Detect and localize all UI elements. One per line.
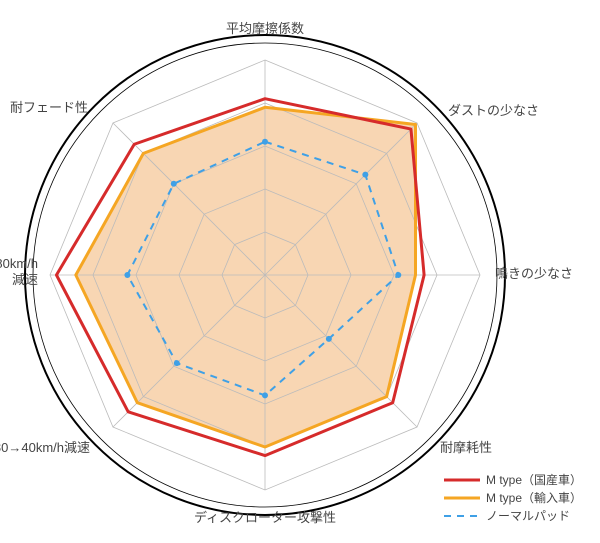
legend-label: M type（輸入車） xyxy=(486,490,582,505)
series-marker xyxy=(171,181,177,187)
axis-label: ディスクローター攻撃性 xyxy=(194,510,336,525)
axis-label: 鳴きの少なさ xyxy=(495,266,573,281)
series-marker xyxy=(124,272,130,278)
series-marker xyxy=(262,392,268,398)
series-marker xyxy=(262,139,268,145)
series-marker xyxy=(174,360,180,366)
axis-label: 耐摩耗性 xyxy=(440,440,492,455)
radar-chart-container: 平均摩擦係数ダストの少なさ鳴きの少なさ耐摩耗性ディスクローター攻撃性 80→40k… xyxy=(0,0,600,543)
axis-label: 80→40km/h減速 xyxy=(0,440,90,455)
legend-label: M type（国産車） xyxy=(486,472,582,487)
radar-chart: 平均摩擦係数ダストの少なさ鳴きの少なさ耐摩耗性ディスクローター攻撃性 80→40k… xyxy=(0,0,600,543)
axis-label: 平均摩擦係数 xyxy=(226,21,304,36)
series-marker xyxy=(395,272,401,278)
axis-label: 120→80km/h xyxy=(0,256,38,271)
legend-label: ノーマルパッド xyxy=(486,509,570,523)
axis-label: 減速 xyxy=(12,272,38,287)
series-marker xyxy=(362,172,368,178)
series-marker xyxy=(326,336,332,342)
axis-label: ダストの少なさ xyxy=(448,103,539,118)
axis-label: 耐フェード性 xyxy=(10,100,88,115)
